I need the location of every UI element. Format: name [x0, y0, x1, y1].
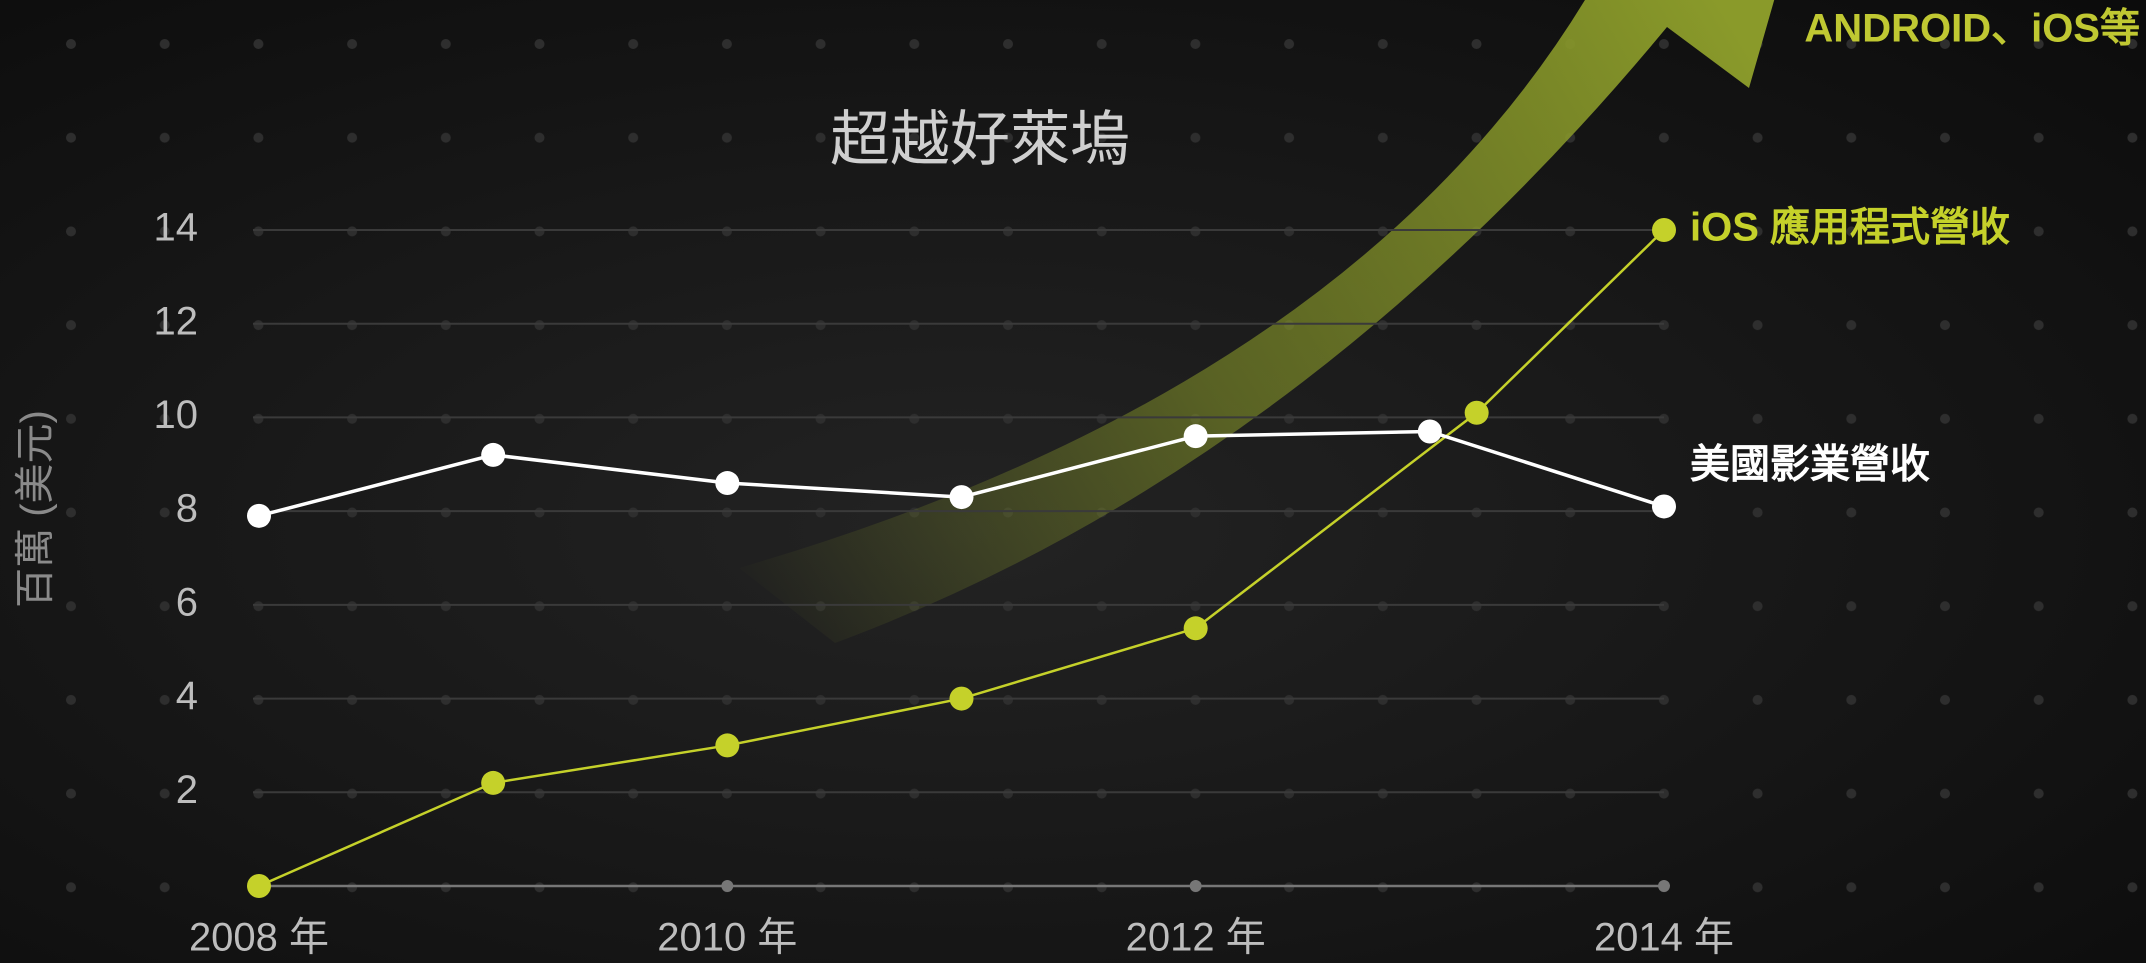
data-point: [481, 770, 506, 795]
y-tick-label: 2: [176, 768, 198, 812]
data-point: [949, 686, 974, 711]
x-tick: [721, 880, 734, 892]
y-axis-label: 百萬 (美元): [14, 410, 58, 608]
data-point: [1183, 424, 1208, 449]
data-point: [1183, 616, 1208, 641]
data-point: [247, 874, 271, 898]
y-tick-label: 4: [176, 674, 198, 718]
chart-title: 超越好萊塢: [830, 106, 1130, 173]
series-label: iOS 應用程式營收: [1690, 205, 2010, 250]
data-point: [715, 733, 740, 758]
series-label: 美國影業營收: [1690, 443, 1930, 487]
x-tick-label: 2014 年: [1594, 916, 1734, 960]
data-point: [949, 485, 974, 510]
x-tick-label: 2008 年: [189, 916, 329, 960]
y-tick-label: 8: [176, 487, 198, 531]
x-tick-label: 2010 年: [657, 916, 797, 960]
annotation: ANDROID、iOS等: [1804, 7, 2140, 51]
y-tick-label: 6: [176, 580, 198, 624]
data-point: [1464, 400, 1489, 425]
growth-arrow: [739, 0, 1775, 643]
data-point: [715, 471, 740, 496]
data-point: [481, 442, 506, 467]
y-tick-label: 12: [154, 299, 199, 343]
data-point: [247, 503, 271, 528]
x-tick: [1658, 880, 1670, 892]
data-point: [1652, 218, 1676, 242]
x-tick-label: 2012 年: [1126, 916, 1266, 960]
y-tick-label: 14: [154, 206, 199, 250]
data-point: [1417, 419, 1442, 444]
data-point: [1652, 494, 1676, 519]
y-tick-label: 10: [154, 393, 199, 437]
x-tick: [1189, 880, 1202, 892]
